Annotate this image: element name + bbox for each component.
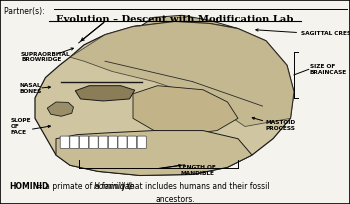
Text: = a primate of a family (: = a primate of a family ( <box>34 182 133 191</box>
Polygon shape <box>70 21 294 126</box>
FancyBboxPatch shape <box>128 136 136 149</box>
Polygon shape <box>35 21 294 175</box>
Polygon shape <box>133 15 238 29</box>
Polygon shape <box>133 86 238 135</box>
FancyBboxPatch shape <box>99 136 108 149</box>
FancyBboxPatch shape <box>60 136 69 149</box>
Text: Evolution – Descent with Modification Lab: Evolution – Descent with Modification La… <box>56 15 294 24</box>
Text: NASAL
BONES: NASAL BONES <box>19 83 42 94</box>
Text: SUPRAORBITAL
BROWRIDGE: SUPRAORBITAL BROWRIDGE <box>21 52 71 62</box>
FancyBboxPatch shape <box>108 136 118 149</box>
Text: LENGTH OF
MANDIBLE: LENGTH OF MANDIBLE <box>179 165 216 176</box>
FancyBboxPatch shape <box>70 136 79 149</box>
Text: MASTOID
PROCESS: MASTOID PROCESS <box>266 120 296 131</box>
Polygon shape <box>47 102 74 116</box>
Text: Partner(s):: Partner(s): <box>4 7 47 16</box>
Text: Hominidae: Hominidae <box>94 182 135 191</box>
Text: SIZE OF
BRAINCASE: SIZE OF BRAINCASE <box>310 64 347 75</box>
Polygon shape <box>75 86 135 101</box>
FancyBboxPatch shape <box>118 136 127 149</box>
FancyBboxPatch shape <box>89 136 98 149</box>
Text: ) that includes humans and their fossil: ) that includes humans and their fossil <box>119 182 270 191</box>
Text: HOMINID: HOMINID <box>9 182 48 191</box>
FancyBboxPatch shape <box>137 136 146 149</box>
Polygon shape <box>56 131 252 175</box>
Text: SLOPE
OF
FACE: SLOPE OF FACE <box>10 118 31 135</box>
FancyBboxPatch shape <box>79 136 89 149</box>
Text: SAGITTAL CREST: SAGITTAL CREST <box>301 31 350 36</box>
Text: ancestors.: ancestors. <box>155 195 195 204</box>
